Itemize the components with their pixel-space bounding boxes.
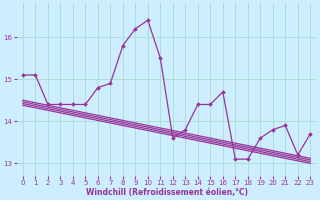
X-axis label: Windchill (Refroidissement éolien,°C): Windchill (Refroidissement éolien,°C) bbox=[85, 188, 248, 197]
